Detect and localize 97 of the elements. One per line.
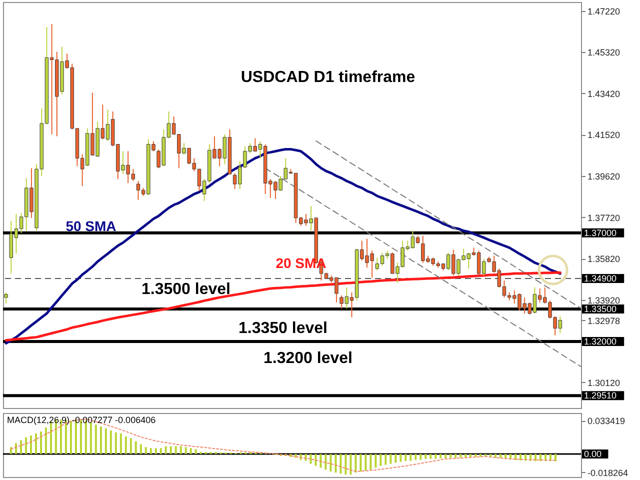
bar (144, 447, 147, 454)
ref-line-label: 1.33500 (584, 304, 617, 314)
series-label: 50 SMA (66, 218, 116, 234)
bar (194, 449, 197, 454)
bar (340, 454, 342, 474)
bar (380, 454, 382, 466)
bar (150, 448, 152, 454)
y-tick-label: 1.37720 (588, 212, 620, 223)
y-tick-label: 1.33920 (588, 295, 620, 306)
y-tick-label: 1.39620 (588, 172, 620, 182)
bar (554, 454, 557, 462)
bar (360, 454, 362, 472)
bar (350, 454, 352, 475)
bar (100, 426, 102, 454)
ref-line-label: 1.34900 (584, 274, 617, 284)
bar (400, 454, 402, 462)
annotation: 1.3200 level (264, 350, 352, 367)
bar (414, 454, 417, 460)
y-tick-label: 1.32978 (588, 316, 620, 326)
bar (154, 448, 157, 454)
bar (444, 454, 447, 458)
candlestick (4, 292, 8, 304)
bar (170, 446, 172, 454)
ref-line-label: 1.37000 (584, 228, 617, 238)
bar (34, 433, 37, 454)
bar (180, 446, 182, 454)
bar (134, 441, 137, 454)
bar (440, 454, 442, 458)
bar (534, 454, 537, 462)
y-tick-label: -0.018264 (588, 468, 628, 478)
bar (494, 454, 497, 458)
bar (404, 454, 407, 461)
bar (190, 448, 192, 454)
bar (514, 454, 517, 460)
bar (24, 437, 27, 454)
ref-line-label: 1.32000 (584, 336, 617, 347)
y-tick-label: 0.033419 (588, 416, 626, 426)
bar (104, 428, 107, 454)
bar (520, 454, 522, 460)
bar (540, 454, 542, 462)
bar (390, 454, 392, 464)
bar (364, 454, 367, 471)
bar (164, 446, 167, 454)
bar (434, 454, 437, 459)
bar (114, 432, 117, 454)
bar (464, 454, 467, 458)
bar (40, 432, 42, 454)
bar (70, 420, 72, 454)
bar (460, 454, 462, 458)
bar (90, 422, 92, 454)
bar (44, 428, 47, 454)
bar (454, 454, 457, 458)
bar (330, 454, 332, 472)
bar (324, 454, 327, 470)
bar (14, 443, 17, 454)
bar (130, 438, 132, 454)
bar (384, 454, 387, 465)
text: USDCAD D1 timeframe (240, 69, 416, 86)
bar (140, 444, 142, 454)
bar (184, 447, 187, 454)
bar (474, 454, 477, 457)
bar (344, 454, 347, 475)
bar (320, 454, 322, 468)
bar (110, 430, 112, 454)
y-tick-label: 1.43420 (588, 88, 620, 99)
y-tick-label: 1.35820 (588, 254, 620, 264)
bar (94, 424, 97, 454)
y-tick-label: 1.41520 (588, 130, 620, 140)
bar (500, 454, 502, 458)
y-tick-label: 1.47220 (588, 6, 620, 16)
bar (310, 454, 312, 464)
bar (410, 454, 412, 461)
y-tick-label: 1.45320 (588, 48, 620, 58)
bar (124, 436, 127, 454)
bar (120, 433, 122, 454)
bar (374, 454, 377, 468)
bar (334, 454, 337, 473)
bar (30, 435, 32, 454)
bar (470, 454, 472, 457)
bar (370, 454, 372, 470)
bar (480, 454, 482, 457)
bar (160, 448, 162, 454)
bar (450, 454, 452, 458)
bar (430, 454, 432, 459)
ref-line-label: 0.00 (584, 449, 602, 459)
chart-title: MACD(12,26,9) -0.007277 -0.006406 (7, 415, 156, 425)
annotation: 1.3350 level (238, 320, 328, 337)
bar (20, 440, 22, 454)
bar (424, 454, 427, 459)
bar (354, 454, 357, 473)
bar (314, 454, 317, 466)
bar (174, 446, 177, 454)
ref-line-label: 1.29510 (584, 390, 617, 401)
bar (394, 454, 397, 463)
y-tick-label: 1.30120 (588, 378, 620, 388)
bar (420, 454, 422, 460)
annotation: 1.3500 level (142, 281, 230, 298)
